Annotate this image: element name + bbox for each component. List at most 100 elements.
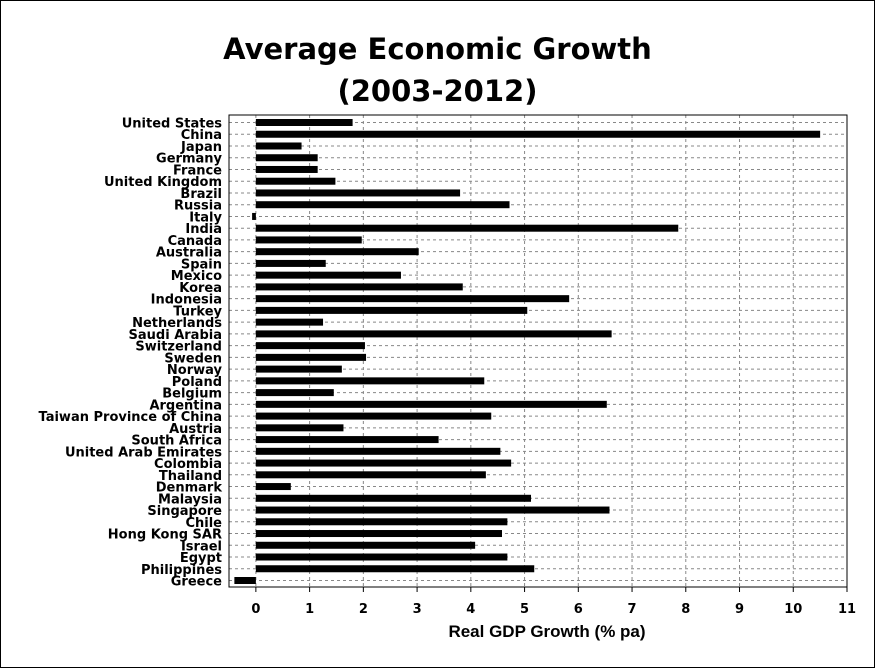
category-label: Malaysia (158, 492, 222, 507)
bar-chile (255, 518, 508, 526)
bar-united-arab-emirates (255, 447, 501, 455)
bar-austria (255, 424, 344, 432)
category-label: Austria (169, 422, 222, 437)
category-label: China (181, 128, 222, 143)
bar-egypt (255, 553, 508, 561)
bar-china (255, 130, 821, 138)
bar-thailand (255, 471, 486, 479)
bar-norway (255, 365, 342, 373)
category-label: Philippines (141, 563, 222, 578)
x-tick-label: 7 (628, 602, 637, 617)
category-label: Sweden (164, 351, 222, 366)
bar-malaysia (255, 494, 532, 502)
bar-switzerland (255, 342, 365, 350)
category-label: Taiwan Province of China (39, 410, 222, 425)
category-label: Belgium (162, 387, 222, 402)
bar-israel (255, 541, 476, 549)
bar-russia (255, 201, 510, 209)
bars (234, 119, 821, 584)
category-label: Poland (172, 375, 222, 390)
x-tick-label: 6 (574, 602, 583, 617)
category-label: Saudi Arabia (129, 328, 222, 343)
category-label: Brazil (180, 187, 222, 202)
x-tick-label: 3 (413, 602, 422, 617)
bar-korea (255, 283, 463, 291)
category-label: Norway (167, 363, 223, 378)
bar-italy (252, 212, 256, 220)
chart-title-block: Average Economic Growth (2003-2012) (0, 28, 875, 112)
x-tick-label: 1 (305, 602, 314, 617)
bar-philippines (255, 565, 535, 573)
bar-canada (255, 236, 362, 244)
x-tick-label: 0 (251, 602, 260, 617)
bar-germany (255, 154, 318, 162)
chart-subtitle: (2003-2012) (337, 74, 538, 108)
bar-united-kingdom (255, 177, 336, 185)
category-label: Japan (180, 140, 222, 155)
bar-denmark (255, 483, 291, 491)
category-label: Italy (189, 210, 222, 225)
x-tick-label: 10 (784, 602, 802, 617)
category-label: Colombia (154, 457, 222, 472)
category-label: Thailand (159, 469, 222, 484)
bar-mexico (255, 271, 401, 279)
category-label: United States (122, 117, 223, 132)
bar-singapore (255, 506, 610, 514)
bar-saudi-arabia (255, 330, 612, 338)
x-tick-label: 4 (466, 602, 475, 617)
category-label: Germany (156, 152, 222, 167)
x-tick-label: 11 (838, 602, 856, 617)
bar-netherlands (255, 318, 324, 326)
bar-colombia (255, 459, 512, 467)
x-axis-ticks: 0 1 2 3 4 5 6 7 8 9 10 11 (251, 587, 856, 617)
plot-area-border (228, 114, 848, 588)
category-label: United Kingdom (104, 175, 222, 190)
x-tick-label: 9 (735, 602, 744, 617)
category-label: Denmark (156, 481, 223, 496)
bar-turkey (255, 306, 528, 314)
category-label: Israel (181, 539, 222, 554)
bar-australia (255, 248, 419, 256)
category-labels: United StatesChinaJapanGermanyFranceUnit… (39, 117, 223, 590)
bar-taiwan-province-of-china (255, 412, 492, 420)
category-label: Indonesia (151, 293, 222, 308)
bar-india (255, 224, 679, 232)
category-label: Turkey (173, 304, 222, 319)
x-tick-label: 2 (359, 602, 368, 617)
bar-indonesia (255, 295, 570, 303)
category-label: France (173, 163, 222, 178)
category-label: India (185, 222, 222, 237)
category-label: Switzerland (135, 340, 222, 355)
category-label: United Arab Emirates (65, 445, 222, 460)
category-label: Canada (168, 234, 222, 249)
bar-japan (255, 142, 302, 150)
bar-hong-kong-sar (255, 530, 502, 538)
bar-france (255, 165, 318, 173)
category-label: Spain (181, 257, 222, 272)
bar-sweden (255, 353, 367, 361)
category-label: Russia (174, 199, 222, 214)
bar-brazil (255, 189, 461, 197)
x-tick-label: 5 (520, 602, 529, 617)
bar-argentina (255, 400, 607, 408)
bar-belgium (255, 389, 334, 397)
x-tick-label: 8 (681, 602, 690, 617)
category-label: Korea (179, 281, 222, 296)
gridlines (229, 115, 847, 587)
category-label: Hong Kong SAR (108, 528, 222, 543)
bar-greece (234, 577, 256, 584)
category-label: Netherlands (132, 316, 222, 331)
category-label: Greece (171, 575, 222, 590)
chart-title: Average Economic Growth (223, 32, 652, 66)
category-label: Mexico (171, 269, 222, 284)
category-label: South Africa (131, 434, 222, 449)
category-label: Egypt (180, 551, 222, 566)
bar-south-africa (255, 436, 439, 444)
category-label: Argentina (149, 398, 222, 413)
x-axis-label: Real GDP Growth (% pa) (448, 622, 645, 641)
category-label: Australia (156, 246, 222, 261)
category-label: Chile (185, 516, 222, 531)
bar-poland (255, 377, 485, 385)
bar-spain (255, 259, 326, 267)
